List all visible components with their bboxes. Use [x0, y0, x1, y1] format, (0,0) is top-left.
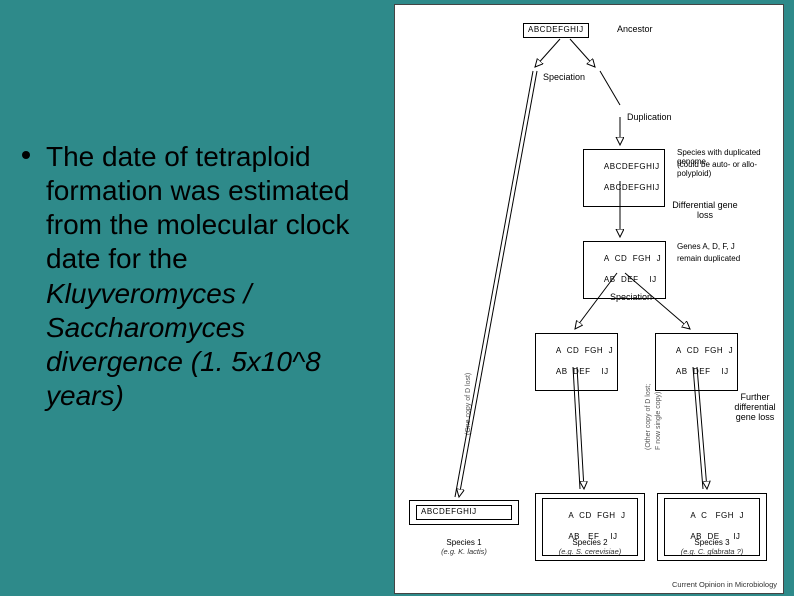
dup-line1: ABCDEFGHIJ: [604, 162, 660, 171]
ml-line2: AB DEF IJ: [556, 367, 609, 376]
dup-line2: ABCDEFGHIJ: [604, 183, 660, 192]
credit-label: Current Opinion in Microbiology: [672, 580, 777, 589]
slide: The date of tetraploid formation was est…: [0, 0, 794, 596]
vertical-left-label: (One copy of D lost): [465, 315, 473, 435]
al-line2: AB DEF IJ: [604, 275, 657, 284]
sp2-line1: A CD FGH J: [568, 511, 625, 520]
bullet-italic: Kluyveromyces / Saccharomyces divergence…: [46, 278, 321, 411]
vertical-right-label2: F now single copy): [655, 330, 663, 450]
mr-line1: A CD FGH J: [676, 346, 733, 355]
duplication-label: Duplication: [627, 113, 672, 123]
ml-line1: A CD FGH J: [556, 346, 613, 355]
sp2-eg: (e.g. S. cerevisiae): [559, 547, 622, 556]
afterloss-box: A CD FGH J AB DEF IJ: [583, 241, 666, 299]
ancestor-label: Ancestor: [617, 25, 653, 35]
sp3-eg: (e.g. C. glabrata ?): [681, 547, 744, 556]
sp3-line1: A C FGH J: [690, 511, 744, 520]
al-line1: A CD FGH J: [604, 254, 661, 263]
further-loss-label: Further differential gene loss: [730, 393, 780, 423]
midright-box: A CD FGH J AB DEF IJ: [655, 333, 738, 391]
diff-loss-label: Differential gene loss: [670, 201, 740, 221]
al-label1: Genes A, D, F, J: [677, 243, 735, 252]
duplicated-box: ABCDEFGHIJ ABCDEFGHIJ: [583, 149, 665, 207]
species3-caption: Species 3 (e.g. C. glabrata ?): [657, 539, 767, 557]
sp1-eg: (e.g. K. lactis): [441, 547, 487, 556]
vertical-right-label1: (Other copy of D lost;: [645, 330, 653, 450]
midleft-box: A CD FGH J AB DEF IJ: [535, 333, 618, 391]
bullet-block: The date of tetraploid formation was est…: [22, 140, 382, 413]
phylogeny-diagram: ABCDEFGHIJ Ancestor Speciation Duplicati…: [394, 4, 784, 594]
bullet-plain: The date of tetraploid formation was est…: [46, 141, 349, 274]
speciation2-label: Speciation: [610, 293, 652, 303]
ancestor-box: ABCDEFGHIJ: [523, 23, 589, 38]
bullet-dot: [22, 151, 30, 159]
species2-caption: Species 2 (e.g. S. cerevisiae): [535, 539, 645, 557]
bullet-text: The date of tetraploid formation was est…: [46, 140, 382, 413]
species1-wrap: ABCDEFGHIJ: [409, 500, 519, 525]
dup-label2: (could be auto- or allo-polyploid): [677, 161, 783, 179]
al-label2: remain duplicated: [677, 255, 740, 264]
sp1-genes: ABCDEFGHIJ: [416, 505, 512, 520]
species1-caption: Species 1 (e.g. K. lactis): [409, 539, 519, 557]
mr-line2: AB DEF IJ: [676, 367, 729, 376]
speciation-label: Speciation: [543, 73, 585, 83]
